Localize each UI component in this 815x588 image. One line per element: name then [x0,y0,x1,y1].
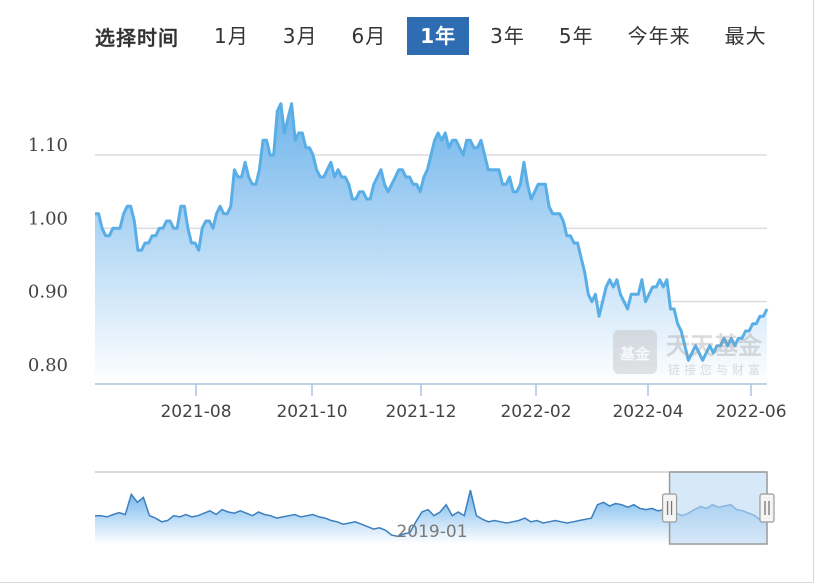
range-max-button[interactable]: 最大 [724,24,767,48]
range-1-month-button[interactable]: 1月 [214,24,249,48]
y-tick-label: 1.10 [28,135,68,156]
y-tick-label: 1.00 [28,208,68,229]
watermark-brand-name: 天天基金 [666,332,763,360]
y-tick-label: 0.80 [28,355,68,376]
time-range-selector: 选择时间 1月 3月 6月 1年 3年 5年 今年来 最大 [95,16,788,56]
navigator[interactable]: 2019-01 [95,471,775,545]
x-tick-label: 2022-02 [500,402,571,422]
x-tick-label: 2022-04 [612,402,683,422]
navigator-line [95,489,768,538]
x-tick-label: 2021-08 [160,402,231,422]
x-tick-label: 2021-12 [385,402,456,422]
series-area-fill [95,103,767,384]
range-ytd-button[interactable]: 今年来 [627,24,691,48]
y-tick-label: 0.90 [28,282,68,303]
range-3-month-button[interactable]: 3月 [282,24,318,48]
watermark: 基金 天天基金 链接您与财富 [613,330,764,377]
navigator-date-label: 2019-01 [396,522,467,542]
x-axis: 2021-08 2021-10 2021-12 2022-02 2022-04 … [160,384,787,422]
watermark-logo-icon [613,330,657,374]
range-3-year-button[interactable]: 3年 [490,24,525,48]
navigator-left-handle[interactable] [661,493,678,523]
watermark-slogan: 链接您与财富 [668,362,764,377]
range-6-month-button[interactable]: 6月 [351,24,387,48]
navigator-right-handle[interactable] [759,493,775,523]
navigator-right-handle-box[interactable] [759,493,775,523]
series-line [95,102,769,362]
navigator-left-handle-box[interactable] [661,493,678,523]
navigator-area-fill [95,490,767,544]
range-selector-title: 选择时间 [95,25,179,50]
y-axis: 0.80 0.90 1.00 1.10 [28,135,68,376]
watermark-logo-text: 基金 [619,345,651,363]
range-5-year-button[interactable]: 5年 [558,24,594,48]
x-tick-label: 2022-06 [715,402,786,422]
navigator-selection[interactable] [668,471,768,545]
x-tick-label: 2021-10 [276,402,347,422]
range-1-year-button[interactable]: 1年 [407,17,470,55]
